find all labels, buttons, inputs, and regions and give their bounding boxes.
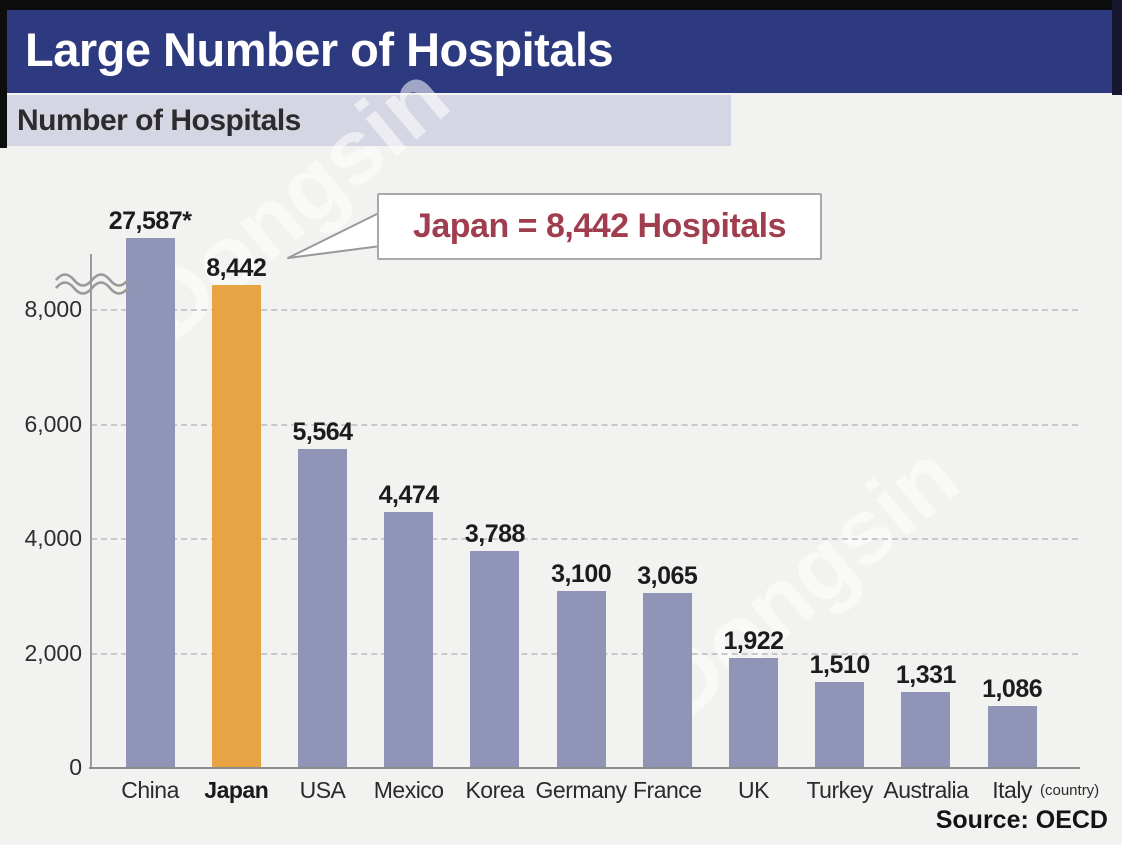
x-tick-label: Australia: [883, 777, 969, 803]
callout: Japan = 8,442 Hospitals: [377, 193, 822, 260]
y-tick-label: 8,000: [24, 296, 82, 322]
bar-usa: [298, 449, 347, 768]
gridline-8000: [91, 309, 1078, 311]
x-tick-label: Mexico: [373, 777, 444, 803]
axis-break-icon: [54, 273, 130, 295]
bar-uk: [729, 657, 778, 768]
x-tick-label: France: [633, 777, 702, 803]
bar-turkey: [815, 681, 865, 768]
x-tick-label: Turkey: [806, 777, 873, 803]
subtitle-band: Number of Hospitals: [7, 95, 731, 146]
x-tick-label: UK: [738, 777, 769, 803]
y-tick-label: 6,000: [24, 410, 82, 437]
source-note: Source: OECD: [935, 806, 1108, 834]
bar-value-label: 8,442: [206, 253, 267, 282]
x-tick-label: USA: [299, 777, 346, 803]
bar-value-label: 3,100: [551, 559, 612, 588]
bar-value-label: 3,788: [464, 520, 526, 549]
bar-mexico: [384, 511, 434, 768]
bar-value-label: 4,474: [378, 480, 440, 509]
frame-edge-right: [1112, 0, 1122, 95]
bar-value-label: 1,086: [982, 674, 1043, 703]
x-tick-label: Germany: [535, 777, 628, 803]
bar-france: [642, 592, 692, 768]
bar-china: [125, 238, 175, 768]
x-tick-label: Korea: [465, 777, 525, 803]
callout-tail: [287, 211, 382, 259]
bar-value-label: 1,922: [723, 626, 784, 655]
bar-value-label: 1,510: [809, 650, 871, 679]
bar-australia: [901, 691, 951, 768]
bar-germany: [556, 590, 606, 768]
bar-value-label: 27,587*: [108, 207, 192, 235]
y-tick-label: 2,000: [24, 639, 82, 666]
bar-japan: [211, 284, 261, 768]
gridline-4000: [91, 538, 1078, 540]
frame-edge-top: [0, 0, 1122, 10]
title-bar: Large Number of Hospitals: [7, 10, 1112, 93]
bar-value-label: 1,331: [895, 660, 957, 689]
bar-value-label: 3,065: [637, 561, 698, 590]
bar-korea: [470, 551, 520, 768]
x-tick-label: China: [121, 777, 179, 803]
bar-italy: [987, 705, 1037, 768]
x-tick-label: Japan: [204, 777, 269, 803]
page-title: Large Number of Hospitals: [25, 23, 614, 76]
gridline-6000: [91, 423, 1078, 426]
y-tick-label: 4,000: [24, 525, 82, 551]
chart-subtitle: Number of Hospitals: [17, 103, 301, 137]
callout-text: Japan = 8,442 Hospitals: [412, 207, 787, 245]
y-axis: [90, 254, 92, 768]
x-axis: [89, 767, 1080, 769]
frame-edge-left: [0, 0, 7, 148]
x-tick-label: Italy: [992, 777, 1032, 803]
x-axis-unit-label: (country): [1040, 782, 1100, 799]
y-tick-label: 0: [69, 754, 82, 780]
bar-value-label: 5,564: [292, 418, 353, 447]
